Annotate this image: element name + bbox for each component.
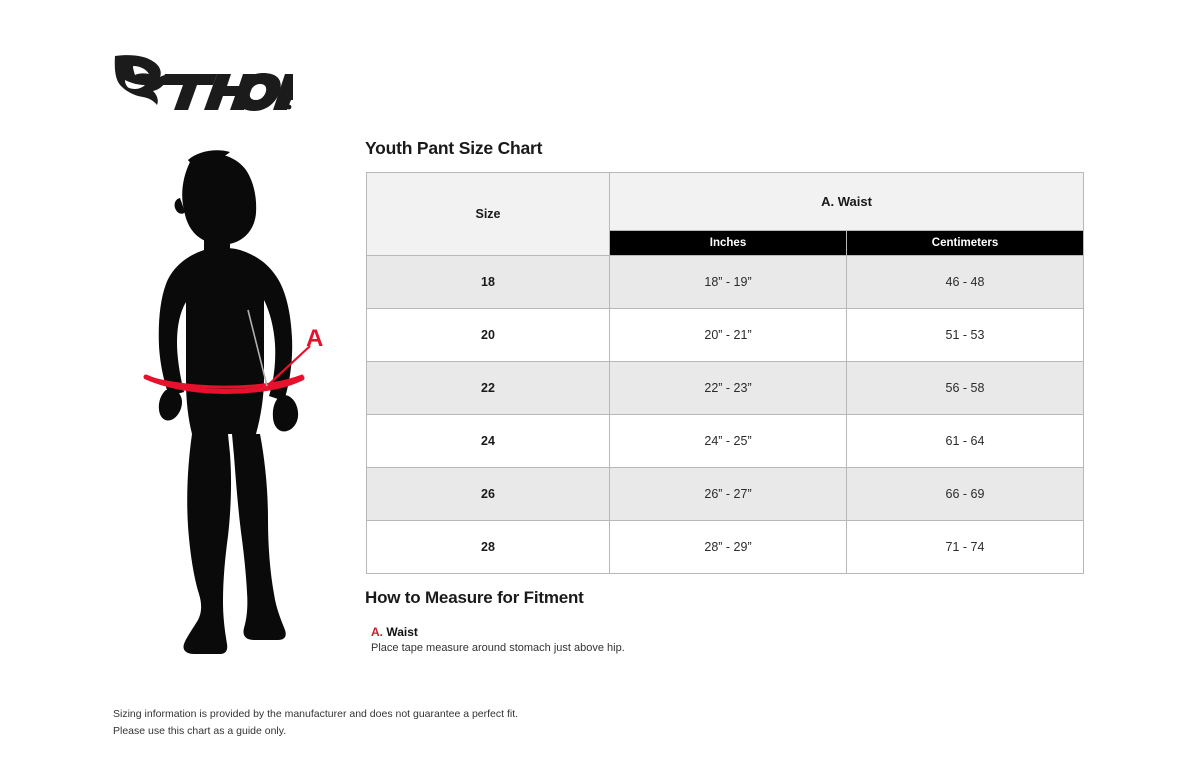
column-header-inches: Inches xyxy=(609,230,847,256)
table-row: 26 26” - 27” 66 - 69 xyxy=(366,467,1084,521)
cell-size: 26 xyxy=(366,467,610,521)
cell-size: 28 xyxy=(366,520,610,574)
column-group-header-waist: A. Waist xyxy=(609,171,1084,232)
column-header-centimeters: Centimeters xyxy=(846,230,1084,256)
cell-inches: 18” - 19” xyxy=(609,255,847,309)
table-row: 20 20” - 21” 51 - 53 xyxy=(366,308,1084,362)
cell-inches: 20” - 21” xyxy=(609,308,847,362)
measure-item-label: Waist xyxy=(386,625,418,639)
thor-wordmark xyxy=(161,73,321,111)
size-chart-table: Size A. Waist Inches Centimeters 18 18” -… xyxy=(366,171,1084,574)
measure-item-waist: A. Waist xyxy=(371,625,418,639)
table-row: 24 24” - 25” 61 - 64 xyxy=(366,414,1084,468)
waist-marker-label: A xyxy=(306,325,323,352)
column-header-size: Size xyxy=(366,172,610,256)
table-body: 18 18” - 19” 46 - 48 20 20” - 21” 51 - 53 22 22… xyxy=(366,255,1084,574)
thor-brand-logo xyxy=(113,52,321,114)
table-row: 28 28” - 29” 71 - 74 xyxy=(366,520,1084,574)
body-silhouette-icon xyxy=(158,150,299,654)
cell-centimeters: 56 - 58 xyxy=(846,361,1084,415)
how-to-measure-title: How to Measure for Fitment xyxy=(365,588,584,607)
cell-centimeters: 66 - 69 xyxy=(846,467,1084,521)
cell-centimeters: 51 - 53 xyxy=(846,308,1084,362)
table-header-row-units: Inches Centimeters xyxy=(367,230,1084,256)
size-chart-table-wrap: Size A. Waist Inches Centimeters 18 18” -… xyxy=(366,171,1084,574)
cell-centimeters: 46 - 48 xyxy=(846,255,1084,309)
cell-inches: 26” - 27” xyxy=(609,467,847,521)
page-title: Youth Pant Size Chart xyxy=(365,138,543,158)
disclaimer-line-2: Please use this chart as a guide only. xyxy=(113,725,287,737)
cell-centimeters: 71 - 74 xyxy=(846,520,1084,574)
measure-item-description: Place tape measure around stomach just a… xyxy=(371,642,625,654)
table-header-row-primary: Size A. Waist xyxy=(366,171,1084,256)
cell-inches: 22” - 23” xyxy=(609,361,847,415)
disclaimer-line-1: Sizing information is provided by the ma… xyxy=(113,708,519,720)
thor-helmet-icon xyxy=(114,55,173,105)
disclaimer: Sizing information is provided by the ma… xyxy=(113,706,518,740)
youth-figure-illustration: A xyxy=(128,150,328,670)
waist-measure-marker xyxy=(143,309,311,394)
cell-size: 24 xyxy=(366,414,610,468)
cell-inches: 24” - 25” xyxy=(609,414,847,468)
cell-centimeters: 61 - 64 xyxy=(846,414,1084,468)
cell-size: 22 xyxy=(366,361,610,415)
table-row: 22 22” - 23” 56 - 58 xyxy=(366,361,1084,415)
table-row: 18 18” - 19” 46 - 48 xyxy=(366,255,1084,309)
cell-size: 20 xyxy=(366,308,610,362)
cell-inches: 28” - 29” xyxy=(609,520,847,574)
table-header: Size A. Waist Inches Centimeters xyxy=(366,171,1084,256)
cell-size: 18 xyxy=(366,255,610,309)
measure-item-letter: A. xyxy=(371,625,383,639)
